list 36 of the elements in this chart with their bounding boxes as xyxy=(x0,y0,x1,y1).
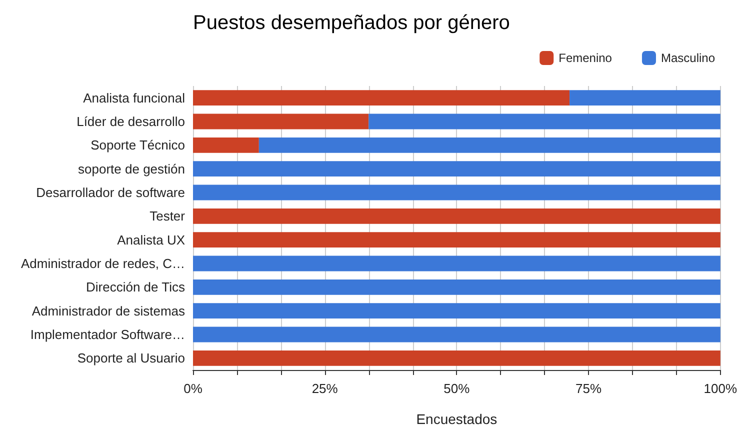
bar xyxy=(193,350,720,366)
y-tick-label: Tester xyxy=(150,208,186,224)
bar xyxy=(368,114,720,130)
bar xyxy=(193,326,720,342)
bar xyxy=(193,161,720,177)
bar xyxy=(193,137,259,153)
x-tick-label: 0% xyxy=(184,381,203,396)
x-tick-label: 100% xyxy=(704,381,738,396)
y-tick-label: Implementador Software… xyxy=(30,327,185,342)
bar xyxy=(193,208,720,224)
x-tick-label: 75% xyxy=(576,381,602,396)
x-tick-label: 50% xyxy=(444,381,470,396)
bar xyxy=(258,137,720,153)
y-tick-label: soporte de gestión xyxy=(78,161,185,176)
y-tick-label: Soporte Técnico xyxy=(90,138,185,153)
y-tick-label: Administrador de redes, C… xyxy=(20,256,185,271)
y-tick-label: Líder de desarrollo xyxy=(76,114,185,129)
y-tick-label: Desarrollador de software xyxy=(36,185,185,200)
y-tick-label: Analista UX xyxy=(117,232,186,248)
bar xyxy=(193,256,720,272)
legend-label: Masculino xyxy=(660,51,716,65)
bar xyxy=(193,232,720,248)
x-axis-title: Encuestados xyxy=(416,411,498,427)
y-tick-label: Soporte al Usuario xyxy=(77,350,185,366)
bar xyxy=(193,279,720,295)
y-tick-label: Administrador de sistemas xyxy=(32,303,186,318)
bar xyxy=(193,184,720,200)
legend-label: Femenino xyxy=(558,51,612,65)
chart-title: Puestos desempeñados por género xyxy=(193,12,510,34)
x-tick-label: 25% xyxy=(312,381,338,396)
bar xyxy=(193,303,720,319)
bar xyxy=(193,114,369,130)
bar xyxy=(193,90,570,106)
y-tick-label: Dirección de Tics xyxy=(86,280,186,295)
y-tick-label: Analista funcional xyxy=(83,90,186,106)
bar xyxy=(570,90,720,106)
